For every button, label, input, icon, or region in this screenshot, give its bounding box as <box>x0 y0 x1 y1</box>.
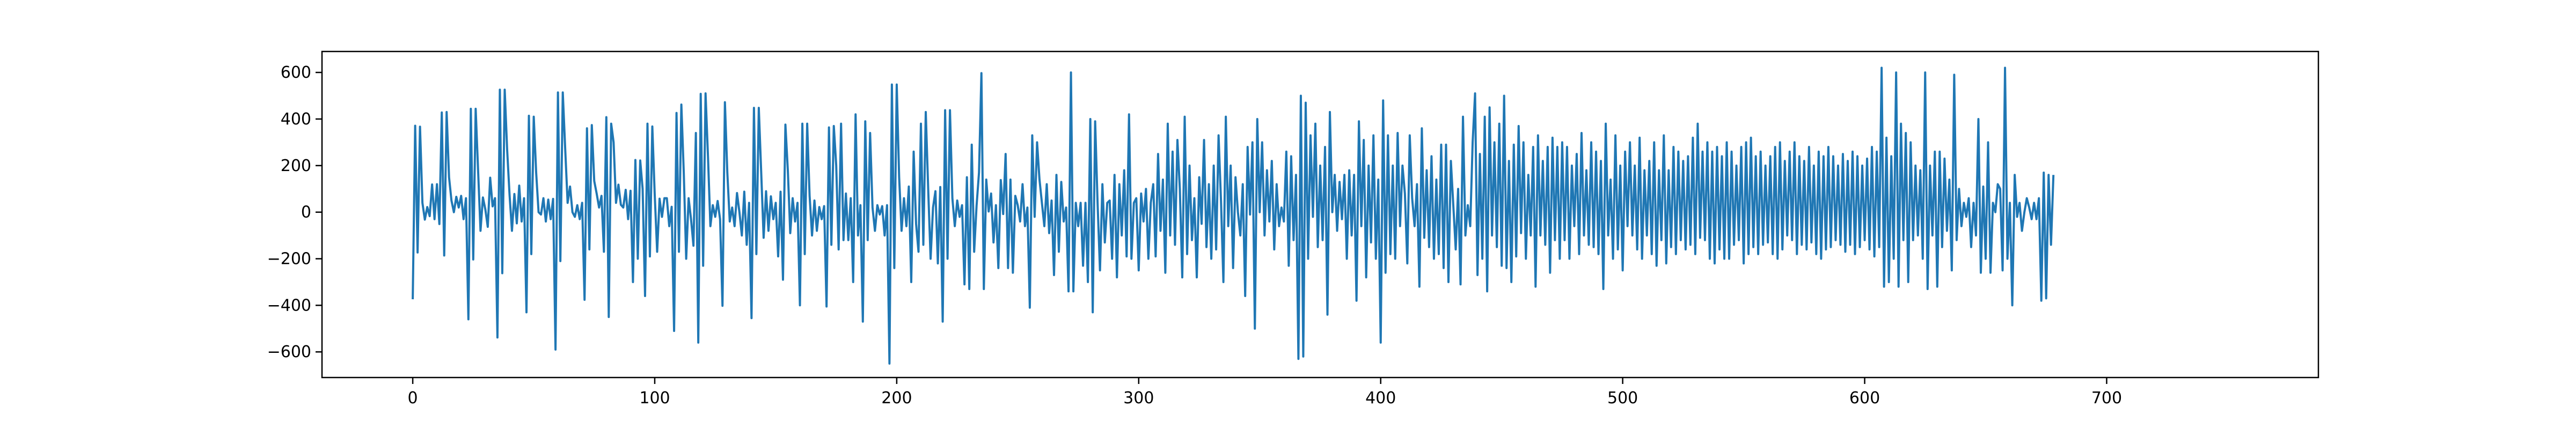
x-tick-label: 400 <box>1365 389 1396 408</box>
axes-frame <box>321 50 2319 379</box>
y-tick-label: −400 <box>267 296 311 315</box>
y-axis: −600 −400 −200 0 200 400 600 <box>267 63 322 361</box>
x-tick-label: 700 <box>2091 389 2122 408</box>
series-line <box>412 66 2055 365</box>
plot-area <box>412 66 2055 365</box>
y-tick-label: 0 <box>301 203 311 222</box>
x-axis: 0 100 200 300 400 500 600 700 <box>408 378 2122 408</box>
y-tick-label: 200 <box>281 157 311 175</box>
x-tick-label: 200 <box>881 389 912 408</box>
x-tick-label: 0 <box>408 389 418 408</box>
x-tick-label: 500 <box>1607 389 1638 408</box>
y-tick-label: −600 <box>267 343 311 361</box>
y-tick-label: 600 <box>281 63 311 82</box>
x-tick-label: 600 <box>1849 389 1880 408</box>
x-tick-label: 100 <box>639 389 670 408</box>
x-tick-label: 300 <box>1123 389 1154 408</box>
y-tick-label: −200 <box>267 250 311 269</box>
y-tick-label: 400 <box>281 110 311 129</box>
